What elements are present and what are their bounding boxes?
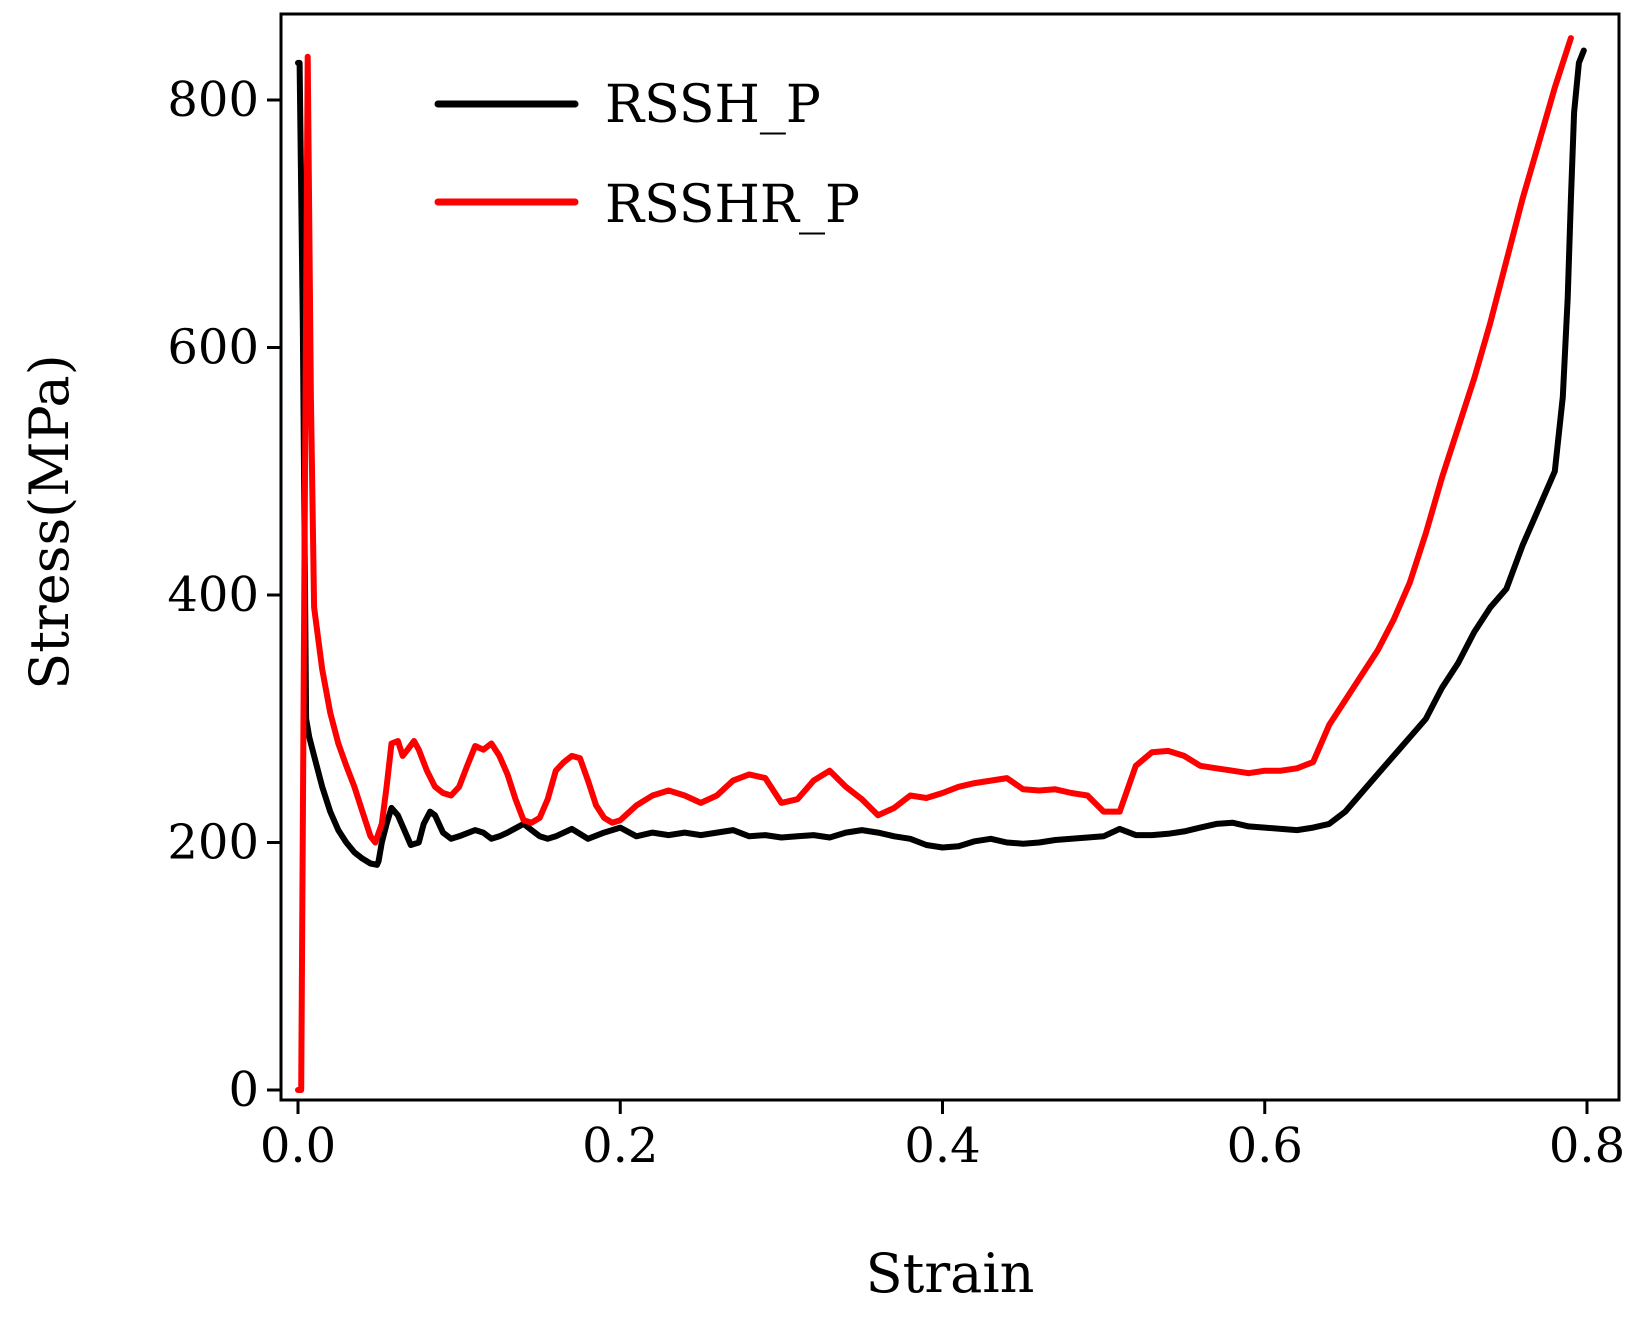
x-tick-label: 0.4: [904, 1118, 980, 1174]
x-tick-label: 0.2: [582, 1118, 658, 1174]
y-tick-label: 800: [167, 72, 259, 128]
series-lines: [295, 35, 1587, 1093]
y-axis-ticks: 0 200 400 600 800: [167, 72, 281, 1118]
x-tick-label: 0.0: [260, 1118, 336, 1174]
y-tick-label: 200: [167, 815, 259, 871]
legend-label-rssh-p: RSSH_P: [605, 75, 821, 135]
y-tick-label: 400: [167, 567, 259, 623]
legend: RSSH_P RSSHR_P: [434, 75, 860, 235]
series-line-rssh-p: [295, 47, 1587, 868]
x-tick-label: 0.8: [1549, 1118, 1625, 1174]
x-axis-ticks: 0.0 0.2 0.4 0.6 0.8: [260, 1100, 1625, 1174]
plot-frame: [279, 12, 1621, 1102]
y-tick-label: 600: [167, 320, 259, 376]
y-axis-title: Stress(MPa): [18, 354, 81, 689]
y-tick-label: 0: [228, 1062, 259, 1118]
x-axis-title: Strain: [866, 1242, 1035, 1305]
series-line-rsshr-p: [295, 35, 1574, 1093]
x-tick-label: 0.6: [1227, 1118, 1303, 1174]
legend-label-rsshr-p: RSSHR_P: [605, 175, 860, 235]
